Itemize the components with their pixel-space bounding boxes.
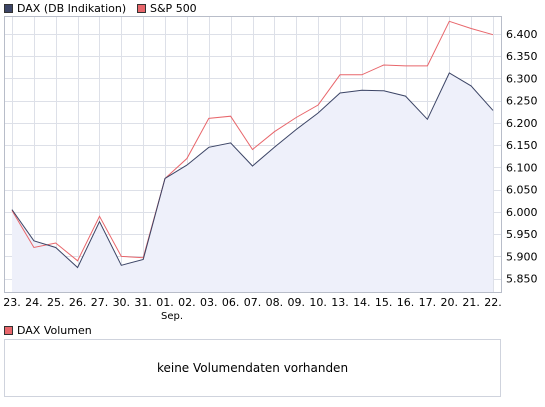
x-tick-label-8: 02.: [178, 296, 196, 309]
x-axis-ticks: 23. 24. 25. 26. 27. 30. 31. 01. 02. 03. 06. 07. 08. 0…: [3, 296, 502, 322]
y-tick-label-8: 6.250: [506, 95, 538, 108]
x-tick-label-18: 16.: [397, 296, 415, 309]
x-tick-label-15: 13.: [331, 296, 349, 309]
volume-legend: DAX Volumen: [4, 324, 92, 337]
legend-label-volume: DAX Volumen: [17, 324, 92, 337]
x-tick-label-4: 27.: [91, 296, 109, 309]
plot-frame: [4, 16, 502, 293]
dax-line: [11, 72, 494, 269]
y-axis-ticks: 5.850 5.900 5.950 6.000 6.050 6.100 6.150 6.200…: [506, 28, 538, 286]
volume-panel: keine Volumendaten vorhanden: [4, 339, 501, 397]
x-tick-label-5: 30.: [113, 296, 131, 309]
series-lines: [11, 20, 494, 269]
x-tick-label-22: 22.: [484, 296, 502, 309]
x-tick-label-0: 23.: [3, 296, 21, 309]
y-tick-label-6: 6.150: [506, 139, 538, 152]
y-tick-label-4: 6.050: [506, 184, 538, 197]
legend-swatch-volume: [4, 326, 13, 335]
y-tick-label-7: 6.200: [506, 117, 538, 130]
x-tick-label-17: 15.: [375, 296, 393, 309]
x-tick-label-2: 25.: [47, 296, 65, 309]
legend-item-sp500: S&P 500: [137, 2, 197, 15]
x-tick-label-11: 07.: [244, 296, 262, 309]
x-tick-label-16: 14.: [353, 296, 371, 309]
legend-label-dax: DAX (DB Indikation): [17, 2, 127, 15]
y-tick-label-10: 6.350: [506, 50, 538, 63]
sp500-line: [11, 20, 494, 262]
x-tick-label-19: 17.: [419, 296, 437, 309]
x-tick-label-7: 01.: [156, 296, 174, 309]
x-tick-label-9: 03.: [200, 296, 218, 309]
x-month-label: Sep.: [161, 311, 183, 322]
x-tick-label-1: 24.: [25, 296, 43, 309]
y-tick-label-1: 5.900: [506, 250, 538, 263]
x-tick-label-10: 06.: [222, 296, 240, 309]
legend-swatch-sp500: [137, 4, 146, 13]
legend-label-sp500: S&P 500: [150, 2, 197, 15]
dax-area: [12, 73, 493, 292]
y-tick-label-11: 6.400: [506, 28, 538, 41]
x-tick-label-6: 31.: [134, 296, 152, 309]
x-tick-label-13: 09.: [287, 296, 305, 309]
price-chart: 5.850 5.900 5.950 6.000 6.050 6.100 6.150 6.200…: [3, 16, 538, 322]
y-tick-label-2: 5.950: [506, 228, 538, 241]
legend-swatch-dax: [4, 4, 13, 13]
x-tick-label-21: 21.: [462, 296, 480, 309]
x-tick-label-12: 08.: [266, 296, 284, 309]
x-tick-label-3: 26.: [69, 296, 87, 309]
x-tick-label-14: 10.: [309, 296, 327, 309]
y-tick-label-0: 5.850: [506, 273, 538, 286]
y-tick-label-5: 6.100: [506, 161, 538, 174]
y-tick-label-9: 6.300: [506, 72, 538, 85]
legend-item-dax: DAX (DB Indikation): [4, 2, 126, 15]
volume-empty-message: keine Volumendaten vorhanden: [156, 361, 349, 375]
x-tick-label-20: 20.: [441, 296, 459, 309]
dax-area-layer: [12, 73, 493, 292]
y-tick-label-3: 6.000: [506, 206, 538, 219]
